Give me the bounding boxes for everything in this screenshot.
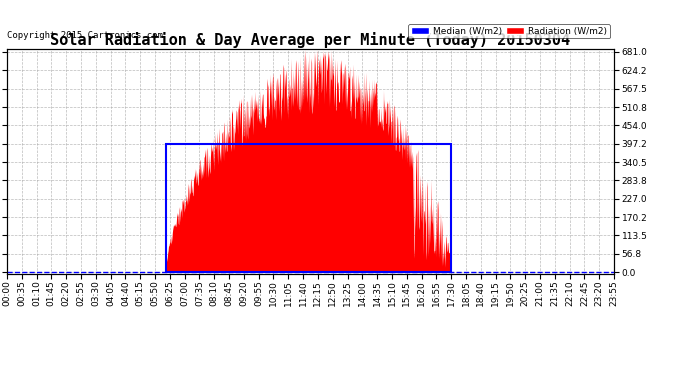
Text: Copyright 2015 Cartronics.com: Copyright 2015 Cartronics.com <box>7 31 163 40</box>
Title: Solar Radiation & Day Average per Minute (Today) 20150304: Solar Radiation & Day Average per Minute… <box>50 32 571 48</box>
Bar <box>166 144 451 272</box>
Legend: Median (W/m2), Radiation (W/m2): Median (W/m2), Radiation (W/m2) <box>408 24 609 38</box>
